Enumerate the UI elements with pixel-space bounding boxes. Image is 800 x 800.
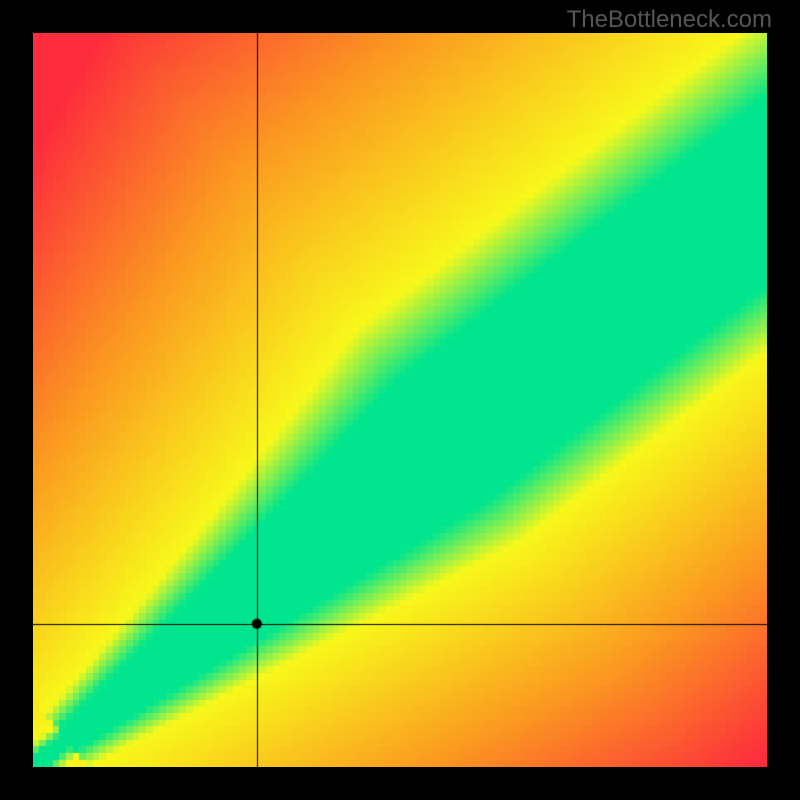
bottleneck-heatmap: [33, 33, 767, 767]
watermark-text: TheBottleneck.com: [567, 6, 772, 34]
chart-container: { "image": { "width": 800, "height": 800…: [0, 0, 800, 800]
